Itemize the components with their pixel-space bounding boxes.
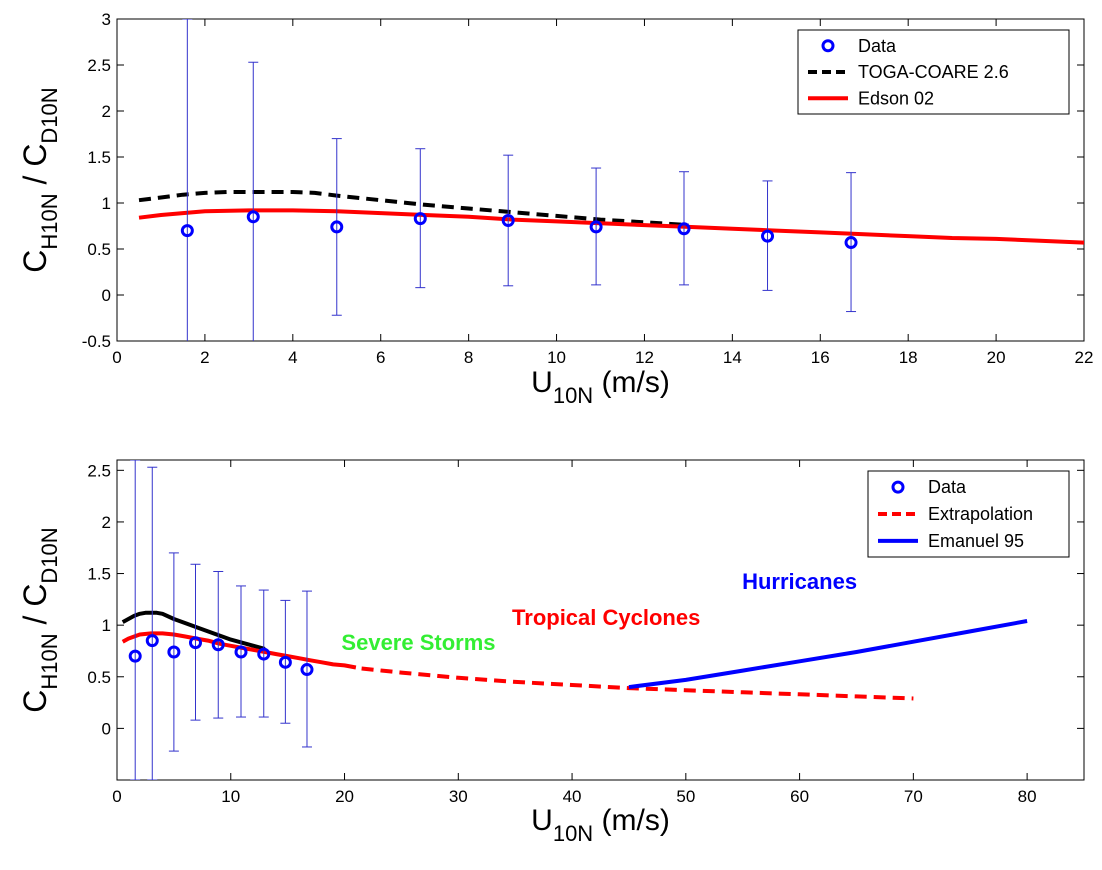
x-label-tail: (m/s)	[593, 366, 670, 399]
legend: Data Extrapolation Emanuel 95	[867, 470, 1070, 558]
x-tick-label: 70	[904, 787, 923, 806]
data-point	[128, 649, 142, 663]
y-label-sub2: D10N	[37, 527, 62, 583]
x-tick-label: 12	[635, 348, 654, 367]
data-point	[257, 647, 271, 661]
data-point	[761, 229, 775, 243]
y-label-c1: C	[17, 250, 53, 273]
data-point	[234, 645, 248, 659]
axes-frame	[116, 18, 1085, 342]
legend-marker-data	[821, 39, 835, 53]
chart-panel-2: 0 10 20 30 40 50 60 70 80 0 0.5 1 1.5 2 2.5 U10N (m/s) C…	[17, 459, 1085, 846]
chart-panel-1: 0 2 4 6 8 10 12 14 16 18 20 22-0.500.511.522.53U10N…	[17, 10, 1094, 408]
annotation-hurricanes: Hurricanes	[742, 569, 857, 594]
data-point	[589, 220, 603, 234]
x-tick-label: 20	[335, 787, 354, 806]
y-axis-label: CH10N / CD10N	[17, 527, 62, 712]
data-point	[300, 663, 314, 677]
y-label-sub2: D10N	[37, 87, 62, 143]
data-point	[278, 655, 292, 669]
x-tick-label: 60	[790, 787, 809, 806]
series-line-emanuel-95	[628, 619, 1028, 690]
y-tick-label: 0.5	[87, 668, 111, 687]
x-tick-label: 18	[899, 348, 918, 367]
x-axis-label: U10N (m/s)	[531, 366, 670, 408]
y-tick-label: 2	[102, 102, 111, 121]
legend-label: Extrapolation	[928, 504, 1033, 524]
y-tick-label: 2	[102, 513, 111, 532]
x-tick-label: 30	[449, 787, 468, 806]
x-tick-label: 10	[221, 787, 240, 806]
y-tick-label: 1	[102, 616, 111, 635]
data-point	[145, 634, 159, 648]
x-tick-label: 40	[563, 787, 582, 806]
y-axis-label: CH10N / CD10N	[17, 87, 62, 272]
x-label-sub: 10N	[553, 383, 593, 408]
legend-label: Data	[928, 477, 967, 497]
y-tick-label: 2.5	[87, 461, 111, 480]
data-point	[844, 236, 858, 250]
annotation-severe-storms: Severe Storms	[341, 630, 495, 655]
x-tick-label: 10	[547, 348, 566, 367]
x-tick-label: 2	[200, 348, 209, 367]
x-label-main: U	[531, 366, 553, 399]
series-line-toga-coare-2-6	[138, 190, 689, 228]
x-label-main: U	[531, 804, 553, 837]
series-line-curve-2	[121, 631, 357, 670]
series-line-curve-1	[121, 610, 266, 651]
data-point	[188, 636, 202, 650]
y-label-mid: / C	[17, 584, 53, 634]
y-tick-label: 2.5	[87, 56, 111, 75]
x-label-tail: (m/s)	[593, 804, 670, 837]
x-tick-label: 6	[376, 348, 385, 367]
legend: Data TOGA-COARE 2.6 Edson 02	[797, 29, 1070, 115]
y-tick-label: -0.5	[82, 332, 111, 351]
legend-label: Edson 02	[858, 88, 934, 108]
y-label-c1: C	[17, 690, 53, 713]
legend-label: Data	[858, 36, 897, 56]
legend-label: Emanuel 95	[928, 531, 1024, 551]
y-tick-label: 0.5	[87, 240, 111, 259]
x-axis-label: U10N (m/s)	[531, 804, 670, 846]
data-point	[501, 213, 515, 227]
data-point	[677, 222, 691, 236]
x-tick-label: 20	[987, 348, 1006, 367]
y-tick-label: 3	[102, 10, 111, 29]
legend-label: TOGA-COARE 2.6	[858, 62, 1009, 82]
y-tick-label: 0	[102, 719, 111, 738]
x-tick-label: 80	[1018, 787, 1037, 806]
data-point	[167, 645, 181, 659]
x-tick-label: 4	[288, 348, 297, 367]
axes-frame	[116, 459, 1085, 781]
x-tick-label: 50	[676, 787, 695, 806]
data-layer	[138, 19, 1084, 341]
series-line-extrapolation	[361, 666, 914, 701]
data-point	[211, 638, 225, 652]
data-point	[180, 224, 194, 238]
y-tick-label: 1.5	[87, 565, 111, 584]
x-tick-label: 14	[723, 348, 742, 367]
data-point	[246, 210, 260, 224]
x-label-sub: 10N	[553, 821, 593, 846]
annotation-tropical-cyclones: Tropical Cyclones	[512, 605, 700, 630]
y-tick-label: 1.5	[87, 148, 111, 167]
data-point	[413, 212, 427, 226]
x-tick-label: 0	[112, 348, 121, 367]
y-tick-label: 0	[102, 286, 111, 305]
legend-marker-data	[891, 480, 905, 494]
x-tick-label: 8	[464, 348, 473, 367]
series-line-edson-02	[138, 208, 1084, 245]
data-point	[330, 220, 344, 234]
x-tick-label: 16	[811, 348, 830, 367]
x-tick-label: 22	[1075, 348, 1094, 367]
x-tick-label: 0	[112, 787, 121, 806]
y-label-sub1: H10N	[37, 193, 62, 249]
y-label-mid: / C	[17, 144, 53, 194]
y-label-sub1: H10N	[37, 633, 62, 689]
y-tick-label: 1	[102, 194, 111, 213]
data-layer	[121, 460, 1028, 780]
